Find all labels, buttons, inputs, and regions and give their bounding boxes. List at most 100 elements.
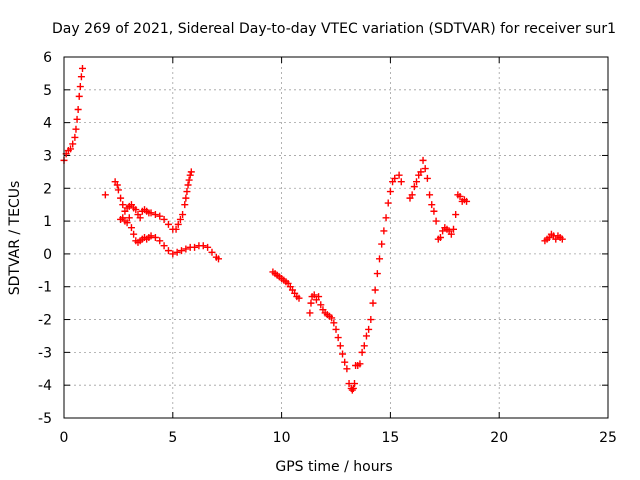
data-point xyxy=(295,294,303,302)
data-point xyxy=(332,325,340,333)
y-tick-label: -3 xyxy=(38,345,52,361)
x-tick-label: 0 xyxy=(60,430,69,446)
data-point xyxy=(362,332,370,340)
data-point xyxy=(367,316,375,324)
data-point xyxy=(384,199,392,207)
series-sdtvar-lower xyxy=(117,214,222,263)
data-point xyxy=(132,206,140,214)
data-point xyxy=(151,234,159,241)
data-point xyxy=(78,64,86,72)
grid-lines xyxy=(64,57,608,418)
data-point xyxy=(358,348,366,356)
y-tick-label: -2 xyxy=(38,313,52,329)
data-point xyxy=(391,174,399,182)
y-tick-label: 2 xyxy=(43,181,52,197)
data-point xyxy=(164,220,172,228)
data-point xyxy=(456,192,464,200)
data-point xyxy=(378,240,386,248)
series-sdtvar-afternoon xyxy=(269,156,566,394)
data-point xyxy=(341,358,349,366)
data-point xyxy=(164,247,172,255)
data-point xyxy=(187,168,195,176)
data-point xyxy=(72,125,80,133)
data-points xyxy=(60,64,566,394)
y-tick-label: -5 xyxy=(38,411,52,427)
data-point xyxy=(185,176,193,184)
data-point xyxy=(463,197,471,205)
y-tick-label: 1 xyxy=(43,214,52,230)
data-point xyxy=(77,73,85,81)
data-point xyxy=(113,181,121,189)
data-point xyxy=(315,293,323,301)
data-point xyxy=(73,115,81,123)
data-point xyxy=(127,224,135,232)
data-point xyxy=(199,242,207,250)
data-point xyxy=(343,365,351,373)
data-point xyxy=(428,201,436,209)
data-point xyxy=(395,171,403,179)
data-point xyxy=(397,178,405,186)
data-point xyxy=(408,191,416,199)
x-tick-label: 15 xyxy=(381,430,399,446)
y-tick-label: 4 xyxy=(43,116,52,132)
y-tick-label: 5 xyxy=(43,83,52,99)
x-tick-label: 10 xyxy=(273,430,291,446)
data-point xyxy=(71,133,79,141)
data-point xyxy=(365,325,373,333)
data-point xyxy=(371,286,379,294)
data-point xyxy=(74,106,82,114)
data-point xyxy=(310,291,318,299)
data-point xyxy=(174,220,182,228)
x-axis-label: GPS time / hours xyxy=(275,459,392,475)
data-point xyxy=(101,191,109,199)
data-point xyxy=(369,299,377,307)
data-point xyxy=(447,230,455,238)
data-point xyxy=(191,243,199,251)
data-point xyxy=(452,211,460,219)
data-point xyxy=(76,83,84,91)
data-point xyxy=(67,145,75,153)
data-point xyxy=(417,168,425,176)
data-point xyxy=(178,247,186,255)
data-point xyxy=(176,215,184,223)
data-point xyxy=(69,140,77,148)
data-point xyxy=(356,360,364,368)
data-point xyxy=(214,255,222,263)
data-point xyxy=(147,232,155,240)
data-point xyxy=(156,237,164,245)
data-point xyxy=(160,242,168,250)
data-point xyxy=(330,319,338,327)
data-point xyxy=(184,181,192,189)
data-point xyxy=(119,201,127,209)
y-tick-label: 3 xyxy=(43,148,52,164)
x-tick-label: 25 xyxy=(599,430,617,446)
data-point xyxy=(432,217,440,225)
data-point xyxy=(125,214,133,222)
data-point xyxy=(183,188,191,196)
data-point xyxy=(306,309,314,317)
series-sdtvar-upper xyxy=(60,64,195,233)
data-point xyxy=(380,227,388,235)
data-point xyxy=(423,174,431,182)
data-point xyxy=(172,225,180,233)
data-point xyxy=(151,211,159,219)
data-point xyxy=(334,334,342,342)
data-point xyxy=(349,384,357,392)
data-point xyxy=(208,248,216,256)
data-point xyxy=(156,212,164,220)
data-point xyxy=(160,215,168,223)
data-point xyxy=(181,201,189,209)
y-axis-label: SDTVAR / TECUs xyxy=(7,181,23,296)
data-point xyxy=(186,171,194,179)
data-point xyxy=(419,156,427,164)
data-point xyxy=(182,245,190,253)
data-point xyxy=(426,191,434,199)
y-tick-label: -4 xyxy=(38,378,52,394)
data-point xyxy=(410,183,418,191)
data-point xyxy=(75,92,83,100)
data-point xyxy=(136,214,144,222)
data-point xyxy=(382,214,390,222)
data-point xyxy=(413,178,421,186)
x-tick-labels: 0 5 10 15 20 25 xyxy=(60,430,617,446)
